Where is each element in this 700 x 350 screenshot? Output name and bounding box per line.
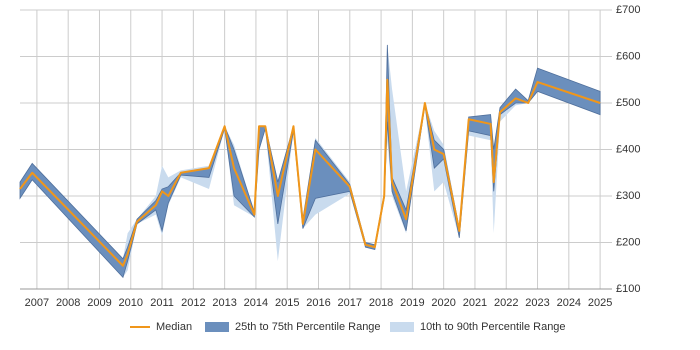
y-tick-label: £600 bbox=[616, 50, 640, 62]
x-tick-label: 2017 bbox=[338, 297, 362, 309]
x-tick-label: 2015 bbox=[275, 297, 299, 309]
legend-label: 25th to 75th Percentile Range bbox=[235, 321, 381, 333]
x-tick-label: 2012 bbox=[181, 297, 205, 309]
x-tick-label: 2024 bbox=[557, 297, 581, 309]
x-tick-label: 2010 bbox=[119, 297, 143, 309]
x-tick-label: 2009 bbox=[87, 297, 111, 309]
legend-swatch bbox=[390, 322, 414, 332]
x-tick-label: 2007 bbox=[25, 297, 49, 309]
x-tick-label: 2021 bbox=[463, 297, 487, 309]
labels: £100 £200 £300 £400 £500 £600 £700 2007 2008 2009… bbox=[25, 4, 641, 309]
legend-label: 10th to 90th Percentile Range bbox=[420, 321, 566, 333]
x-tick-label: 2016 bbox=[306, 297, 330, 309]
y-tick-label: £400 bbox=[616, 143, 640, 155]
legend-label: Median bbox=[156, 321, 192, 333]
x-tick-label: 2011 bbox=[150, 297, 174, 309]
marks bbox=[19, 44, 601, 279]
y-tick-label: £500 bbox=[616, 97, 640, 109]
x-tick-label: 2022 bbox=[494, 297, 518, 309]
y-tick-label: £700 bbox=[616, 4, 640, 16]
x-tick-label: 2020 bbox=[431, 297, 455, 309]
median-line bbox=[19, 78, 601, 267]
y-tick-label: £100 bbox=[616, 283, 640, 295]
x-tick-label: 2018 bbox=[369, 297, 393, 309]
legend: Median 25th to 75th Percentile Range 10th … bbox=[130, 321, 566, 333]
legend-swatch bbox=[205, 322, 229, 332]
x-tick-label: 2025 bbox=[588, 297, 612, 309]
x-tick-label: 2008 bbox=[56, 297, 80, 309]
x-tick-label: 2019 bbox=[400, 297, 424, 309]
y-tick-label: £300 bbox=[616, 190, 640, 202]
x-tick-label: 2013 bbox=[212, 297, 236, 309]
x-tick-label: 2014 bbox=[244, 297, 268, 309]
y-tick-label: £200 bbox=[616, 236, 640, 248]
x-tick-label: 2023 bbox=[525, 297, 549, 309]
